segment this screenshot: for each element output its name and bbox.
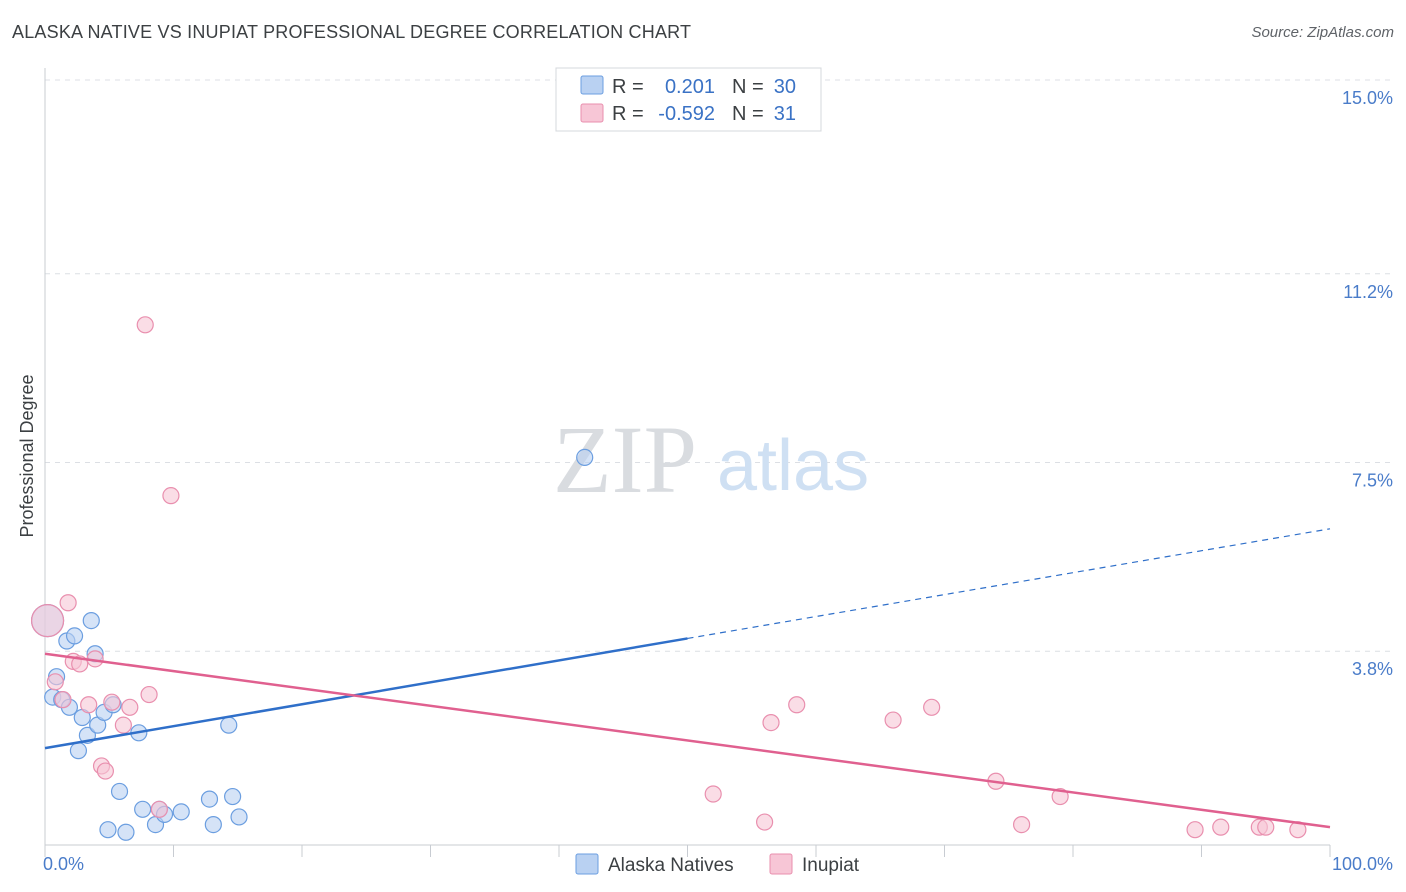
inupiat-point (59, 594, 77, 612)
inupiat-trendline (44, 652, 1331, 829)
y-tick-label: 3.8% (1352, 659, 1393, 679)
watermark-atlas: atlas (717, 426, 869, 506)
alaska-natives-point (172, 803, 190, 821)
inupiat-point (1186, 821, 1204, 839)
inupiat-point (1212, 818, 1230, 836)
legend-n-label-1: N = (732, 76, 764, 98)
inupiat-point (884, 711, 902, 729)
alaska-natives-point (220, 716, 238, 734)
axis-layer (44, 68, 1331, 857)
y-tick-label: 11.2% (1343, 282, 1393, 302)
chart-title: ALASKA NATIVE VS INUPIAT PROFESSIONAL DE… (12, 22, 692, 42)
inupiat-point (150, 800, 168, 818)
legend-n-label-2: N = (732, 103, 764, 125)
inupiat-point (140, 685, 158, 704)
alaska-natives-point (65, 627, 84, 645)
legend-r-label-2: R = (612, 103, 644, 125)
inupiat-point (162, 487, 180, 505)
inupiat-point (762, 713, 780, 732)
legend-swatch-inupiat (580, 103, 604, 123)
y-axis-label: Professional Degree (17, 374, 37, 537)
inupiat-point (80, 696, 98, 714)
inupiat-point (1051, 787, 1069, 806)
inupiat-point (114, 716, 132, 734)
trend-layer (44, 528, 1331, 829)
inupiat-point (704, 785, 722, 803)
points-layer (30, 316, 1307, 841)
legend-n-value-2: 31 (774, 103, 796, 125)
x-tick-label-min: 0.0% (43, 854, 84, 874)
inupiat-point (788, 696, 806, 714)
legend-r-value-2: -0.592 (658, 103, 715, 125)
series-legend-alaska-natives: Alaska Natives (608, 855, 734, 876)
legend-r-label-1: R = (612, 76, 644, 98)
series-legend-swatch-alaska-natives (575, 853, 599, 875)
source-label: Source: ZipAtlas.com (1251, 24, 1394, 41)
alaska-natives-point (204, 815, 222, 834)
series-legend-swatch-inupiat (769, 853, 793, 875)
grid-layer (45, 79, 1390, 652)
x-tick-label-max: 100.0% (1332, 854, 1393, 874)
alaska-natives-point (134, 800, 152, 818)
alaska-natives-trendline-extension (687, 528, 1331, 640)
inupiat-point (755, 813, 774, 831)
inupiat-point (103, 693, 121, 711)
alaska-natives-point (117, 823, 135, 841)
ticks-layer: 3.8% 7.5% 11.2% 15.0% 0.0% 100.0% (43, 88, 1393, 874)
alaska-natives-trendline (44, 637, 688, 750)
legend-n-value-1: 30 (774, 76, 796, 98)
inupiat-point (1257, 818, 1275, 836)
series-legend: Alaska Natives Inupiat (575, 853, 860, 876)
series-legend-inupiat: Inupiat (802, 855, 860, 876)
alaska-natives-point (99, 821, 117, 839)
inupiat-point (46, 673, 64, 691)
alaska-natives-point (69, 742, 88, 760)
legend-r-value-1: 0.201 (665, 76, 715, 98)
legend-swatch-alaska-natives (580, 75, 604, 95)
inupiat-point (96, 762, 114, 780)
inupiat-point (923, 698, 941, 716)
alaska-natives-point (110, 782, 129, 801)
alaska-natives-point (200, 790, 219, 808)
watermark-zip: ZIP (553, 406, 697, 513)
correlation-legend: R = 0.201 N = 30 R = -0.592 N = 31 (555, 67, 822, 132)
inupiat-point (136, 316, 154, 334)
inupiat-point (121, 698, 139, 716)
y-tick-label: 15.0% (1342, 88, 1393, 108)
inupiat-point (30, 603, 65, 638)
alaska-natives-point (230, 808, 248, 826)
alaska-natives-point (82, 611, 100, 630)
y-tick-label: 7.5% (1352, 471, 1393, 491)
inupiat-point (1012, 815, 1031, 834)
watermark: ZIP atlas (553, 406, 869, 513)
alaska-natives-point (224, 787, 242, 806)
alaska-natives-point (576, 448, 594, 466)
inupiat-point (54, 691, 72, 709)
